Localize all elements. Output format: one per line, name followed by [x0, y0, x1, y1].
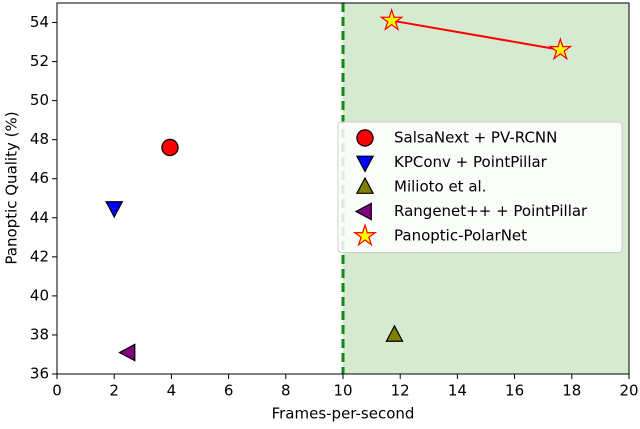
y-tick-label: 36: [30, 365, 49, 383]
x-tick-label: 20: [619, 382, 638, 400]
x-tick-label: 6: [224, 382, 234, 400]
y-tick-label: 46: [30, 169, 49, 187]
data-point: [385, 324, 404, 342]
x-tick-label: 14: [448, 382, 467, 400]
x-axis-label: Frames-per-second: [272, 405, 415, 423]
data-point: [548, 37, 573, 61]
y-tick-label: 42: [30, 247, 49, 265]
legend-marker: [356, 129, 374, 147]
y-tick-label: 48: [30, 130, 49, 148]
x-tick-label: 8: [281, 382, 291, 400]
legend-marker: [355, 176, 375, 194]
data-point: [118, 343, 136, 362]
data-point: [379, 7, 404, 31]
x-tick-label: 2: [109, 382, 119, 400]
y-tick-label: 50: [30, 91, 49, 109]
legend-marker: [355, 155, 375, 173]
x-tick-label: 0: [52, 382, 62, 400]
x-tick-label: 4: [167, 382, 177, 400]
y-axis-label: Panoptic Quality (%): [3, 111, 21, 264]
y-tick-label: 40: [30, 286, 49, 304]
x-tick-label: 18: [562, 382, 581, 400]
legend-label: SalsaNext + PV-RCNN: [394, 129, 557, 147]
legend-label: KPConv + PointPillar: [394, 153, 548, 171]
legend-marker: [354, 202, 372, 221]
y-tick-label: 52: [30, 52, 49, 70]
legend-marker: [352, 223, 378, 247]
x-tick-label: 12: [391, 382, 410, 400]
legend-label: Milioto et al.: [394, 178, 486, 196]
series-line: [391, 19, 561, 51]
y-tick-label: 38: [30, 325, 49, 343]
legend-box: [337, 121, 623, 253]
plot-frame: [56, 2, 630, 375]
data-point: [105, 201, 124, 219]
legend-label: Rangenet++ + PointPillar: [394, 202, 588, 220]
y-tick-label: 54: [30, 13, 49, 31]
y-tick-label: 44: [30, 208, 49, 226]
legend-label: Panoptic-PolarNet: [394, 227, 527, 245]
x-tick-label: 10: [333, 382, 352, 400]
x-tick-label: 16: [505, 382, 524, 400]
data-point: [161, 138, 179, 157]
